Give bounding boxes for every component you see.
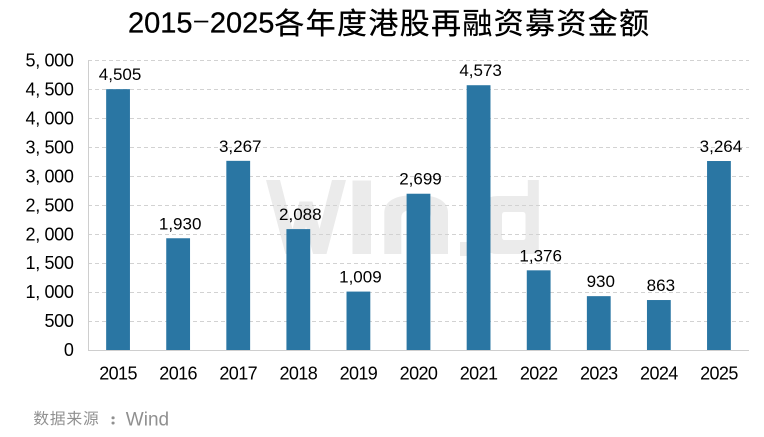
svg-text:1, 000: 1, 000 [26,282,74,302]
svg-text:0: 0 [64,340,74,360]
svg-text:1,009: 1,009 [339,268,382,287]
svg-text:2018: 2018 [279,364,317,384]
svg-text:2019: 2019 [340,364,378,384]
svg-text:2021: 2021 [460,364,498,384]
svg-text:2, 500: 2, 500 [26,195,74,215]
svg-text:2015: 2015 [99,364,137,384]
svg-text:2025: 2025 [210,8,275,40]
svg-text:3,267: 3,267 [219,137,262,156]
svg-text:4,573: 4,573 [459,61,502,80]
svg-text:3, 500: 3, 500 [26,137,74,157]
svg-text:2,699: 2,699 [399,170,442,189]
svg-text:2016: 2016 [159,364,197,384]
svg-text:3,264: 3,264 [700,137,743,156]
svg-text:1,930: 1,930 [159,214,202,233]
svg-text:2017: 2017 [219,364,257,384]
svg-text:4,505: 4,505 [99,65,142,84]
svg-text:1,376: 1,376 [519,246,562,265]
svg-text:2023: 2023 [580,364,618,384]
svg-text:2,088: 2,088 [279,205,322,224]
svg-text:2020: 2020 [400,364,438,384]
svg-text:863: 863 [647,276,675,295]
svg-text:2024: 2024 [640,364,678,384]
svg-text:2, 000: 2, 000 [26,224,74,244]
svg-text:2025: 2025 [700,364,738,384]
svg-text:500: 500 [45,311,74,331]
svg-text:930: 930 [587,272,615,291]
svg-text:2022: 2022 [520,364,558,384]
svg-text:3, 000: 3, 000 [26,166,74,186]
svg-text:Wind: Wind [126,409,169,430]
svg-text:5, 000: 5, 000 [26,51,74,71]
svg-text:4, 000: 4, 000 [26,108,74,128]
svg-text:2015: 2015 [128,8,193,40]
svg-text:4, 500: 4, 500 [26,80,74,100]
svg-text:1, 500: 1, 500 [26,253,74,273]
